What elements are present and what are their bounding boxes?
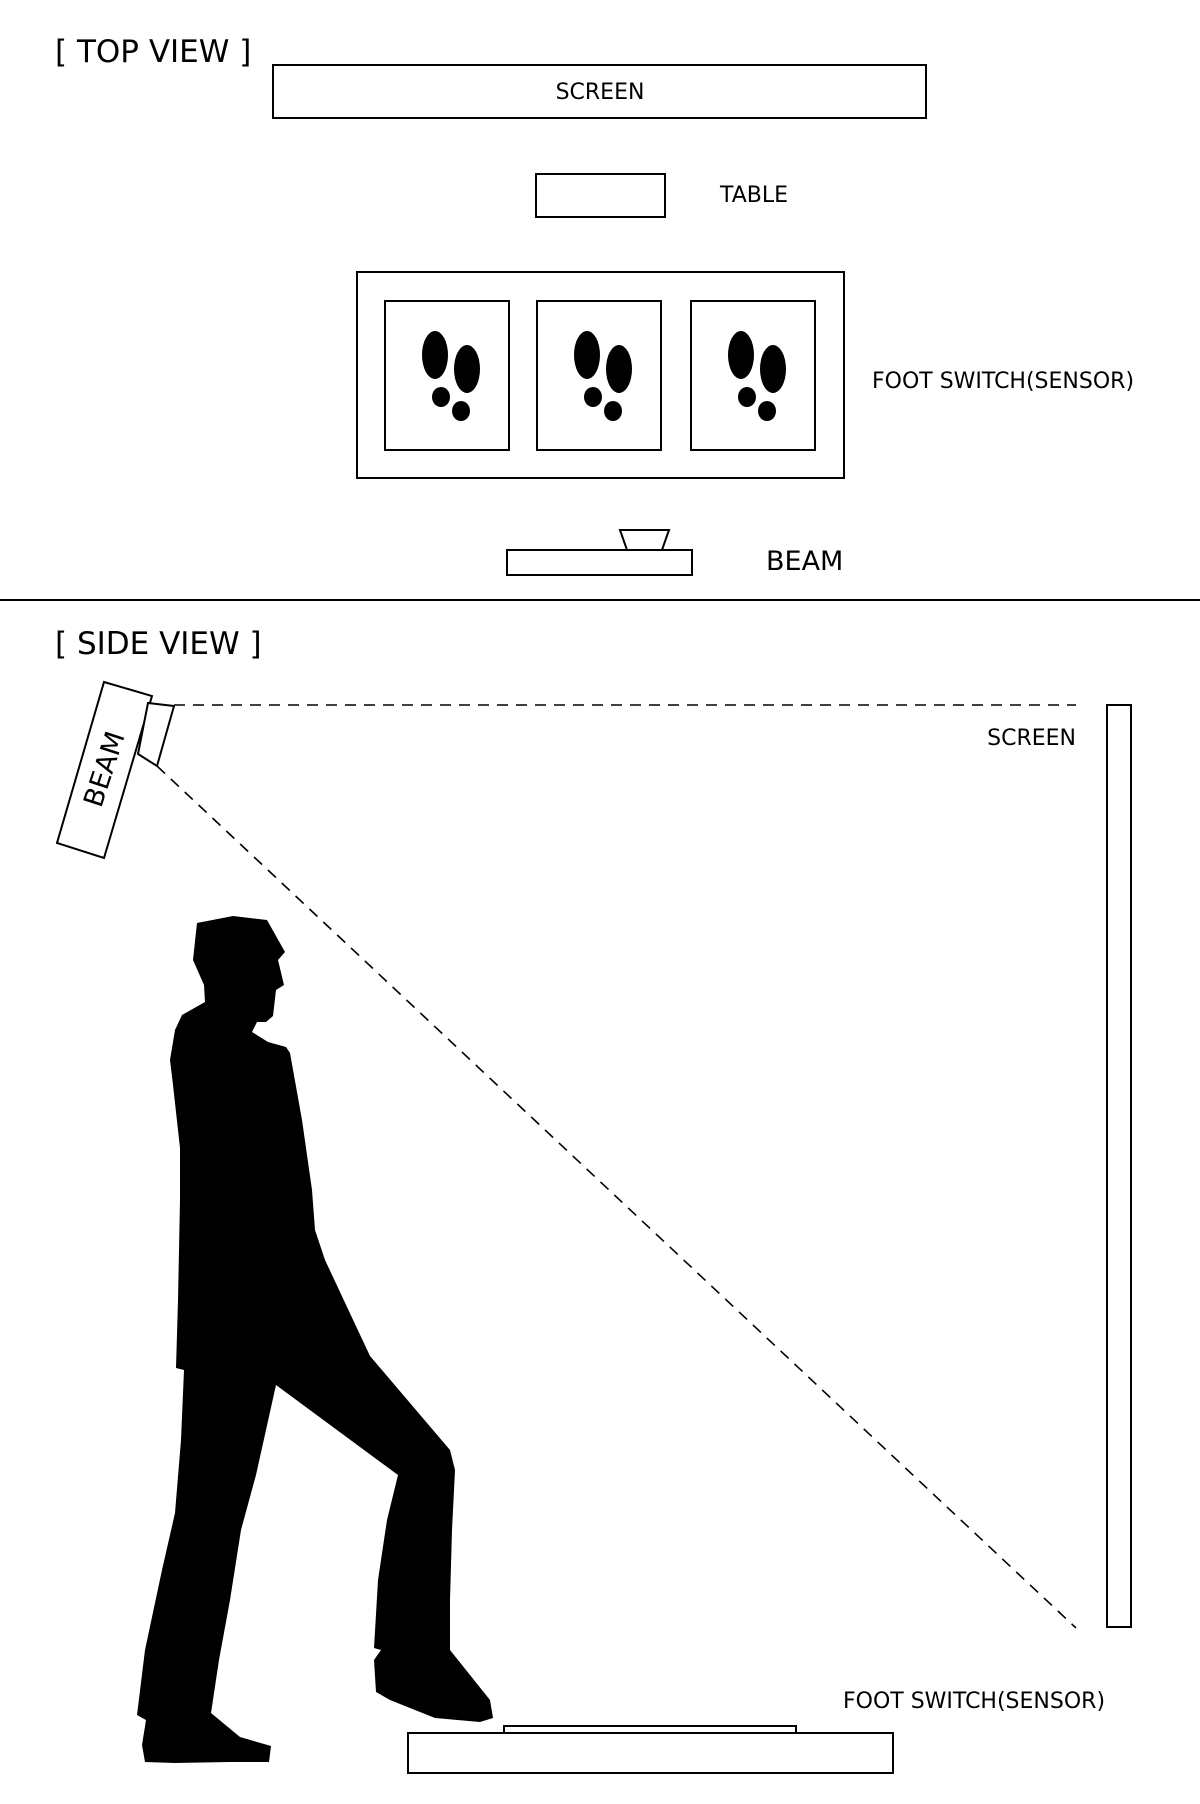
top-table-rect [535,173,666,218]
side-view: [ SIDE VIEW ] BEAM SCREEN FOOT SWITCH(SE… [55,626,1132,1774]
person-body-icon [137,916,493,1763]
projection-bottom-edge [156,765,1077,1629]
top-beam-rect [506,549,693,576]
side-screen-label: SCREEN [987,726,1076,751]
person-silhouette [137,916,493,1763]
side-foot-switch-label: FOOT SWITCH(SENSOR) [843,1689,1105,1714]
top-beam-label: BEAM [766,546,843,577]
footprint-pad-3 [690,300,816,451]
side-foot-switch-base [407,1732,894,1774]
top-foot-switch-label: FOOT SWITCH(SENSOR) [872,369,1134,394]
footprint-pad-1 [384,300,510,451]
top-table-label: TABLE [719,183,788,208]
top-view: [ TOP VIEW ] SCREEN TABLE FOOT SWITCH(SE… [55,34,1134,577]
side-view-title: [ SIDE VIEW ] [55,626,262,662]
side-screen-rect [1106,704,1132,1628]
side-beam-body [55,680,154,860]
top-beam-lens [618,529,671,551]
footprint-pad-2 [536,300,662,451]
top-screen-rect [272,64,927,119]
side-foot-switch-pad [503,1725,797,1734]
top-screen-label: SCREEN [556,80,645,105]
top-view-title: [ TOP VIEW ] [55,34,251,70]
